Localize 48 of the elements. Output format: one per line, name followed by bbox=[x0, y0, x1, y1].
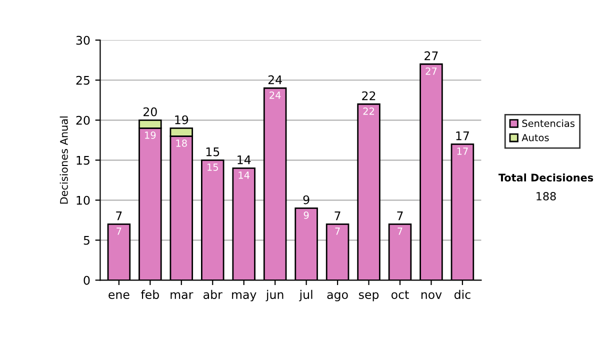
y-tick-label: 20 bbox=[76, 116, 90, 125]
total-label: 20 bbox=[144, 107, 157, 116]
x-tick-label: dic bbox=[454, 290, 470, 300]
total-label: 9 bbox=[303, 195, 310, 204]
data-label: 27 bbox=[426, 67, 437, 75]
total-label: 19 bbox=[175, 115, 188, 124]
x-tick-label: jun bbox=[266, 290, 284, 302]
y-tick-label: 10 bbox=[76, 196, 90, 205]
total-label: 15 bbox=[206, 147, 220, 156]
data-label: 7 bbox=[116, 228, 122, 235]
data-label: 22 bbox=[363, 108, 374, 115]
total-label: 17 bbox=[456, 131, 469, 140]
y-tick-label: 25 bbox=[76, 76, 90, 85]
x-tick-label: ago bbox=[327, 292, 348, 302]
total-label: 14 bbox=[238, 155, 251, 164]
x-tick-label: may bbox=[232, 292, 256, 302]
x-tick-label: abr bbox=[204, 290, 222, 300]
y-tick-label: 15 bbox=[76, 156, 90, 165]
total-label: 24 bbox=[268, 75, 282, 84]
y-tick-label: 30 bbox=[76, 36, 90, 45]
x-tick-label: mar bbox=[170, 292, 194, 300]
legend-label: Autos bbox=[522, 134, 549, 142]
text: Total Decisiones bbox=[498, 173, 594, 182]
x-tick-label: nov bbox=[421, 292, 442, 300]
x-tick-label: ene bbox=[108, 292, 130, 300]
data-label: 9 bbox=[304, 212, 309, 219]
data-label: 15 bbox=[208, 164, 218, 171]
data-label: 17 bbox=[457, 148, 468, 155]
x-tick-label: feb bbox=[140, 290, 159, 300]
total-label: 22 bbox=[362, 91, 376, 100]
x-tick-label: oct bbox=[391, 290, 409, 300]
y-axis-title: Decisiones Anual bbox=[60, 116, 68, 204]
data-label: 18 bbox=[176, 140, 187, 147]
data-label: 24 bbox=[270, 92, 281, 99]
y-tick-label: 5 bbox=[84, 236, 90, 245]
data-label: 7 bbox=[398, 228, 402, 235]
legend-label: Sentencias bbox=[522, 119, 575, 128]
total-label: 7 bbox=[116, 211, 122, 220]
x-tick-label: sep bbox=[358, 292, 379, 302]
text: 188 bbox=[536, 192, 556, 200]
data-label: 19 bbox=[145, 132, 156, 139]
total-label: 27 bbox=[424, 51, 438, 60]
total-label: 7 bbox=[397, 211, 403, 220]
total-label: 7 bbox=[334, 211, 340, 220]
y-tick-label: 0 bbox=[84, 276, 90, 285]
data-label: 7 bbox=[335, 228, 340, 235]
x-tick-label: jul bbox=[299, 290, 312, 302]
data-label: 14 bbox=[238, 172, 250, 179]
